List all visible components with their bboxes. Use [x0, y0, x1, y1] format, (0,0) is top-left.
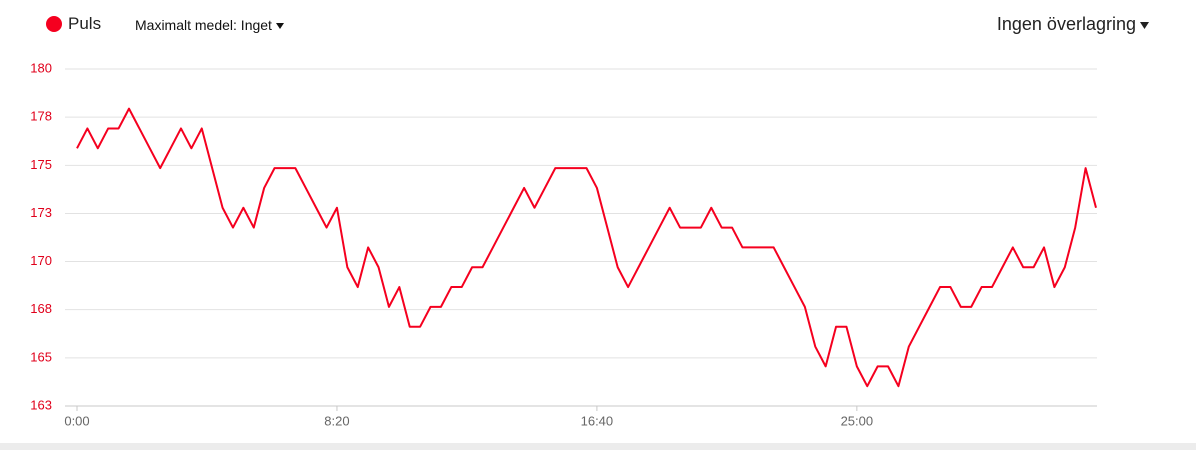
y-tick-label: 180: [30, 60, 52, 75]
series-line: [76, 107, 1097, 388]
y-tick-label: 170: [30, 253, 52, 268]
max-average-dropdown[interactable]: Maximalt medel: Inget: [135, 17, 284, 33]
dropdown-label: Ingen överlagring: [996, 14, 1136, 34]
dropdown-label: Maximalt medel: Inget: [135, 17, 272, 33]
y-tick-label: 178: [30, 109, 52, 124]
y-tick-label: 173: [30, 205, 52, 220]
chart: 163 165 168 170 173 175 178 180 0:00 8:20 16:40 25:…: [30, 60, 1097, 428]
footer-band: [0, 443, 1196, 450]
legend-item[interactable]: Puls: [46, 14, 101, 34]
y-tick-label: 175: [30, 157, 52, 172]
legend-swatch: [46, 16, 62, 32]
x-tick-label: 16:40: [581, 413, 614, 428]
x-tick-label: 0:00: [64, 413, 89, 428]
overlay-dropdown[interactable]: Ingen överlagring: [997, 14, 1149, 35]
y-tick-label: 168: [30, 301, 52, 316]
x-tick-label: 8:20: [324, 413, 349, 428]
y-tick-label: 163: [30, 397, 52, 412]
dropdown-arrow: [1140, 21, 1149, 29]
legend-label: Puls: [68, 14, 102, 33]
x-tick-label: 25:00: [841, 413, 874, 428]
y-tick-label: 165: [30, 349, 52, 364]
dropdown-arrow: [275, 22, 284, 29]
toolbar: Puls Maximalt medel: Inget Ingen överlag…: [0, 0, 1196, 50]
